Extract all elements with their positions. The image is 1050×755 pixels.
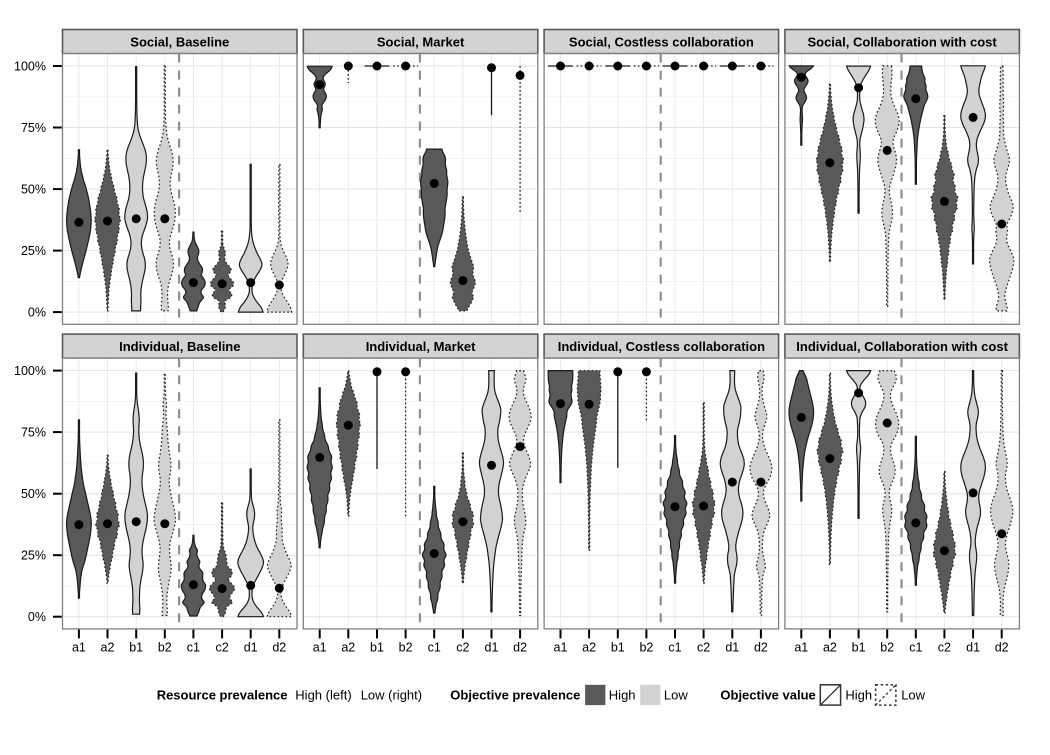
svg-text:High: High <box>845 688 872 703</box>
svg-text:75%: 75% <box>21 426 46 440</box>
svg-text:a2: a2 <box>341 640 355 654</box>
svg-text:100%: 100% <box>14 59 46 73</box>
svg-text:25%: 25% <box>21 244 46 258</box>
svg-text:Low (right): Low (right) <box>361 688 422 703</box>
svg-text:a1: a1 <box>313 640 327 654</box>
svg-text:0%: 0% <box>28 610 46 624</box>
svg-text:Individual, Costless collabora: Individual, Costless collaboration <box>558 339 765 354</box>
svg-text:d1: d1 <box>244 640 258 654</box>
svg-text:High: High <box>609 688 636 703</box>
svg-text:d1: d1 <box>966 640 980 654</box>
svg-text:Individual, Baseline: Individual, Baseline <box>119 339 240 354</box>
svg-text:100%: 100% <box>14 364 46 378</box>
svg-text:75%: 75% <box>21 121 46 135</box>
svg-text:a2: a2 <box>582 640 596 654</box>
svg-text:High (left): High (left) <box>295 688 351 703</box>
svg-text:a2: a2 <box>823 640 837 654</box>
svg-text:c2: c2 <box>215 640 228 654</box>
svg-text:d2: d2 <box>513 640 527 654</box>
svg-text:Low: Low <box>901 688 925 703</box>
svg-text:50%: 50% <box>21 487 46 501</box>
svg-text:Low: Low <box>664 688 688 703</box>
svg-text:Social, Costless collaboration: Social, Costless collaboration <box>569 35 754 50</box>
svg-text:b2: b2 <box>880 640 894 654</box>
svg-text:c2: c2 <box>697 640 710 654</box>
svg-text:b1: b1 <box>611 640 625 654</box>
svg-text:Social, Baseline: Social, Baseline <box>130 35 229 50</box>
svg-text:c1: c1 <box>668 640 681 654</box>
svg-text:b2: b2 <box>158 640 172 654</box>
svg-text:a1: a1 <box>72 640 86 654</box>
svg-text:50%: 50% <box>21 183 46 197</box>
svg-text:Social, Collaboration with cos: Social, Collaboration with cost <box>807 35 997 50</box>
svg-text:b1: b1 <box>129 640 143 654</box>
svg-text:c1: c1 <box>909 640 922 654</box>
svg-text:a2: a2 <box>101 640 115 654</box>
svg-text:Individual, Collaboration with: Individual, Collaboration with cost <box>796 339 1008 354</box>
svg-text:Resource prevalence: Resource prevalence <box>157 688 288 703</box>
svg-text:c1: c1 <box>428 640 441 654</box>
svg-text:b2: b2 <box>399 640 413 654</box>
svg-text:25%: 25% <box>21 549 46 563</box>
svg-text:d1: d1 <box>485 640 499 654</box>
svg-text:b1: b1 <box>852 640 866 654</box>
svg-text:d2: d2 <box>272 640 286 654</box>
svg-text:Objective prevalence: Objective prevalence <box>450 688 580 703</box>
svg-text:Objective value: Objective value <box>720 688 815 703</box>
svg-text:d2: d2 <box>754 640 768 654</box>
svg-text:b1: b1 <box>370 640 384 654</box>
svg-text:d1: d1 <box>725 640 739 654</box>
svg-text:0%: 0% <box>28 306 46 320</box>
svg-text:Social, Market: Social, Market <box>377 35 465 50</box>
svg-text:d2: d2 <box>995 640 1009 654</box>
svg-text:b2: b2 <box>639 640 653 654</box>
svg-text:c2: c2 <box>456 640 469 654</box>
svg-text:a1: a1 <box>794 640 808 654</box>
svg-text:c1: c1 <box>187 640 200 654</box>
svg-text:c2: c2 <box>938 640 951 654</box>
svg-text:Individual, Market: Individual, Market <box>366 339 476 354</box>
svg-text:a1: a1 <box>554 640 568 654</box>
